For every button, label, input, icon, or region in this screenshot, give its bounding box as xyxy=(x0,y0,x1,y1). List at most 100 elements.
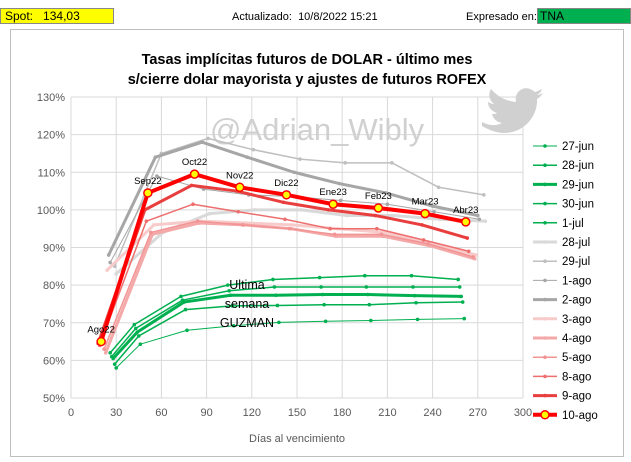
tna-box: TNA xyxy=(537,8,631,24)
data-point xyxy=(245,155,250,159)
legend-label: 8-ago xyxy=(562,371,591,383)
x-tick-label: 90 xyxy=(200,407,212,419)
legend-label: 28-jun xyxy=(562,160,594,172)
data-point xyxy=(344,213,349,218)
data-point xyxy=(421,238,426,242)
y-tick-label: 80% xyxy=(43,280,65,292)
data-label: Ene23 xyxy=(319,187,346,198)
annotation-line: semana xyxy=(225,297,270,311)
x-tick-label: 120 xyxy=(243,407,261,419)
series-5-ago xyxy=(102,219,476,351)
data-point xyxy=(456,277,461,282)
series-29-jul xyxy=(112,136,486,269)
data-point xyxy=(382,230,387,235)
data-point xyxy=(108,260,112,265)
y-tick-label: 130% xyxy=(37,92,65,104)
series-9-ago xyxy=(96,183,470,346)
data-point xyxy=(322,302,326,307)
data-point xyxy=(143,188,153,198)
data-point xyxy=(281,200,286,205)
data-point xyxy=(225,283,230,287)
data-point xyxy=(138,342,143,346)
x-tick-label: 240 xyxy=(423,407,441,419)
data-point xyxy=(483,219,488,223)
series-1-jul xyxy=(108,273,461,355)
data-point xyxy=(420,208,430,219)
data-point xyxy=(206,136,210,141)
data-point xyxy=(292,170,296,175)
data-point xyxy=(231,323,236,328)
legend-marker xyxy=(543,144,547,148)
legend-label: 29-jun xyxy=(562,179,594,191)
series-27-jun xyxy=(114,316,467,370)
legend-marker xyxy=(543,374,547,379)
data-point xyxy=(236,209,241,214)
legend-label: 1-jul xyxy=(562,218,584,230)
data-point xyxy=(375,226,379,231)
data-point xyxy=(426,241,430,246)
legend-marker xyxy=(543,317,547,321)
legend-marker xyxy=(543,182,547,187)
legend-marker xyxy=(543,336,547,340)
y-tick-label: 90% xyxy=(43,243,65,255)
data-point xyxy=(409,273,414,278)
data-point xyxy=(299,208,304,212)
y-tick-label: 70% xyxy=(43,318,65,330)
series-30-jun xyxy=(109,285,462,359)
data-point xyxy=(317,275,322,280)
data-point xyxy=(274,293,278,298)
data-point xyxy=(152,223,156,227)
data-point xyxy=(144,219,149,223)
data-point xyxy=(133,326,138,331)
spot-box: Spot: 134,03 xyxy=(0,8,114,24)
data-point xyxy=(411,285,415,289)
legend-marker xyxy=(543,201,547,206)
data-point xyxy=(153,155,158,159)
data-label: Mar23 xyxy=(412,197,439,208)
legend-marker xyxy=(543,240,547,244)
data-point xyxy=(179,294,183,299)
legend-label: 28-jul xyxy=(562,237,590,249)
legend-label: 27-jun xyxy=(562,141,594,153)
updated-label: Actualizado: xyxy=(232,11,292,23)
legend xyxy=(533,144,557,420)
x-tick-label: 210 xyxy=(378,407,396,419)
data-point xyxy=(366,292,370,297)
data-label: Feb23 xyxy=(365,191,392,202)
series-2-ago xyxy=(106,140,480,257)
updated-value: 10/8/2022 15:21 xyxy=(298,11,378,23)
data-point xyxy=(207,211,212,216)
annotation-line: Ultima xyxy=(229,278,264,292)
data-point xyxy=(240,223,245,227)
legend-label: 9-ago xyxy=(562,391,591,403)
data-point xyxy=(137,334,141,338)
data-point xyxy=(320,292,325,297)
data-point xyxy=(477,217,482,222)
top-info-bar: Spot: 134,03 Actualizado: 10/8/2022 15:2… xyxy=(0,0,631,24)
data-label: Abr23 xyxy=(453,205,478,216)
data-point xyxy=(430,204,435,208)
data-point xyxy=(272,285,277,289)
data-point xyxy=(460,217,471,227)
data-point xyxy=(114,366,118,370)
legend-marker xyxy=(540,410,550,420)
data-point xyxy=(155,174,159,178)
data-point xyxy=(105,268,109,272)
chart-title-line: s/cierre dolar mayorista y ajustes de fu… xyxy=(128,72,487,88)
data-point xyxy=(283,217,287,222)
legend-marker xyxy=(543,259,547,264)
legend-label: 4-ago xyxy=(562,333,591,345)
series-line xyxy=(112,293,462,360)
data-point xyxy=(112,362,117,366)
data-point xyxy=(230,304,235,308)
spot-label: Spot: xyxy=(5,9,34,23)
data-point xyxy=(474,253,479,257)
data-point xyxy=(385,202,390,207)
y-tick-label: 100% xyxy=(37,205,65,217)
data-point xyxy=(457,285,462,289)
data-point xyxy=(343,161,348,165)
data-point xyxy=(189,183,194,188)
x-tick-label: 150 xyxy=(288,407,306,419)
data-point xyxy=(319,285,323,289)
data-point xyxy=(338,198,343,203)
